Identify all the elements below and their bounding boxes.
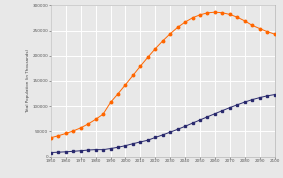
- Y-axis label: Total Population (in Thousands): Total Population (in Thousands): [26, 49, 30, 113]
